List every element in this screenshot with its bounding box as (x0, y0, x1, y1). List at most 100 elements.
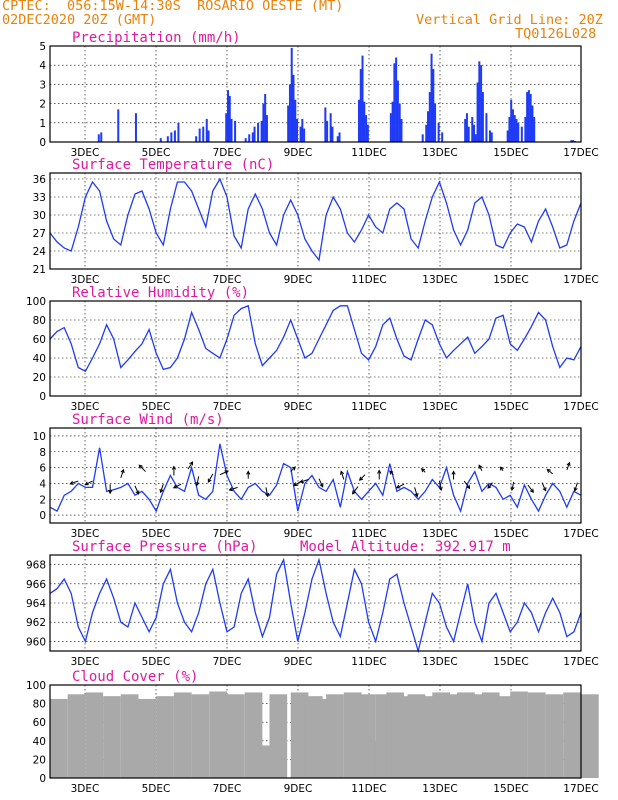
wind-arrow-head (159, 488, 164, 494)
y-tick-label: 6 (39, 463, 46, 475)
precip-bar (228, 95, 231, 142)
wind-arrow-head (172, 484, 178, 489)
x-tick-label: 15DEC (493, 147, 528, 159)
precip-bar (331, 126, 334, 142)
precip-bar (97, 134, 100, 142)
precip-bar (100, 132, 103, 142)
x-tick-label: 11DEC (351, 528, 386, 540)
x-tick-label: 3DEC (71, 401, 100, 413)
precip-bar (303, 128, 306, 142)
cloud-bar (581, 694, 599, 778)
precip-bar (260, 120, 263, 142)
x-tick-label: 9DEC (284, 274, 313, 286)
y-tick-label: 0 (39, 773, 46, 785)
y-tick-label: 0 (39, 137, 46, 149)
wind-arrow (160, 484, 164, 493)
x-tick-label: 5DEC (142, 401, 171, 413)
cloud-bar (209, 691, 227, 778)
wind-arrow-head (546, 468, 551, 473)
y-tick-label: 36 (33, 174, 47, 186)
precip-bar (326, 120, 329, 142)
wind-arrow-head (389, 470, 394, 475)
wind-arrow-head (438, 486, 443, 492)
wind-arrow-head (207, 478, 212, 483)
precip-bar (173, 130, 176, 142)
x-tick-label: 9DEC (284, 528, 313, 540)
y-tick-label: 40 (33, 736, 46, 748)
precip-bar (425, 124, 428, 142)
wind-arrow-head (299, 479, 304, 484)
precip-bar (478, 61, 481, 142)
precip-bar (265, 115, 268, 142)
precip-bar (393, 63, 396, 142)
panel-title: Surface Temperature (nC) (72, 157, 274, 173)
wind-arrow (438, 480, 442, 491)
cloud-bar (563, 692, 581, 778)
x-tick-label: 17DEC (563, 528, 598, 540)
wind-arrow (487, 482, 493, 489)
wind-arrow (546, 469, 554, 475)
precip-bar (292, 74, 295, 142)
cloud-bar (138, 698, 157, 778)
wind-arrow (463, 480, 470, 489)
wind-arrow-head (451, 470, 456, 475)
x-tick-label: 13DEC (422, 656, 457, 668)
wind-arrow (541, 482, 547, 491)
wind-arrow (352, 486, 359, 495)
x-tick-label: 11DEC (351, 274, 386, 286)
wind-arrow (359, 474, 366, 481)
panel-title: Precipitation (mm/h) (72, 30, 241, 46)
wind-arrow (187, 461, 193, 470)
x-tick-label: 3DEC (71, 147, 100, 159)
precip-bar (488, 130, 491, 142)
wind-arrow (219, 470, 229, 476)
wind-arrow-head (420, 467, 426, 473)
y-tick-label: 8 (39, 447, 46, 459)
x-tick-label: 17DEC (563, 274, 598, 286)
precip-bar (170, 132, 173, 142)
series-line (49, 304, 582, 373)
x-tick-label: 17DEC (563, 401, 598, 413)
precip-bar (389, 113, 392, 142)
y-tick-label: 4 (39, 60, 46, 72)
precip-bar (290, 47, 293, 142)
x-tick-label: 9DEC (284, 656, 313, 668)
date-header: 02DEC2020 20Z (GMT) (2, 12, 157, 28)
wind-arrow-head (340, 470, 345, 475)
wind-arrow-head (542, 487, 547, 492)
wind-arrow (290, 466, 296, 472)
wind-arrow-head (358, 476, 364, 481)
wind-arrow-head (291, 466, 296, 471)
precip-bar (531, 105, 534, 142)
model-code: TQ0126L028 (515, 26, 597, 42)
precip-bar (227, 90, 229, 142)
precip-bar (257, 122, 260, 142)
x-tick-label: 5DEC (142, 147, 171, 159)
x-tick-label: 11DEC (351, 656, 386, 668)
x-tick-label: 7DEC (213, 783, 242, 795)
y-tick-label: 2 (39, 99, 46, 111)
cloud-bar (156, 696, 174, 778)
precip-bar (398, 103, 401, 142)
cloud-bar (467, 694, 486, 778)
cloud-bar (191, 694, 210, 778)
series-line (49, 177, 582, 262)
wind-arrow (207, 473, 214, 483)
x-tick-label: 7DEC (213, 274, 242, 286)
wind-arrow (138, 464, 146, 472)
precip-bar (296, 118, 299, 142)
precip-bar (526, 92, 529, 142)
precip-bar (437, 122, 440, 142)
wind-arrow (300, 478, 309, 483)
wind-arrow-head (138, 464, 143, 469)
cloud-bar (103, 696, 121, 778)
x-tick-label: 15DEC (493, 656, 528, 668)
precip-bar (474, 134, 477, 142)
precip-bar (287, 105, 290, 142)
wind-arrow (85, 480, 93, 486)
wind-arrow (120, 469, 124, 479)
wind-arrow (511, 481, 515, 491)
series-line (49, 557, 582, 654)
precip-bar (533, 117, 536, 142)
